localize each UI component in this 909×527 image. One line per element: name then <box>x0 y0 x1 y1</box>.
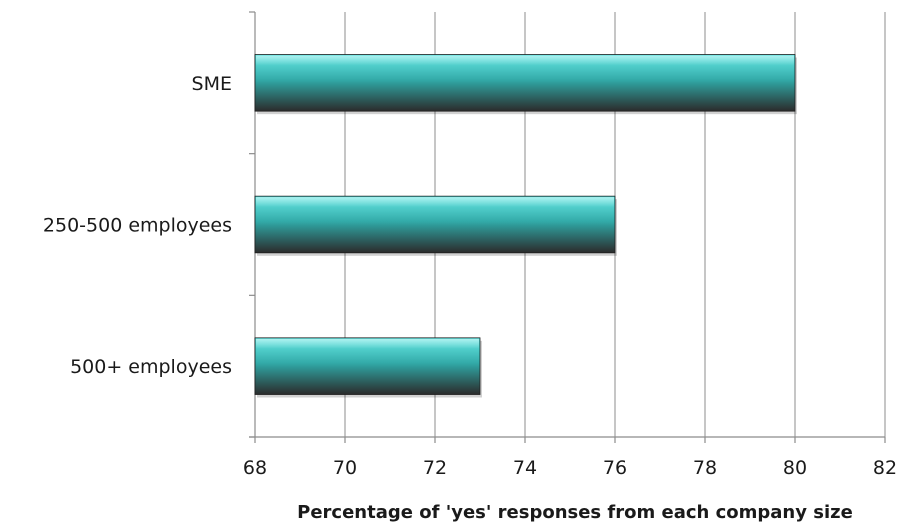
x-axis-title: Percentage of 'yes' responses from each … <box>297 502 853 523</box>
category-label: 250-500 employees <box>43 215 232 237</box>
category-label: 500+ employees <box>70 356 232 378</box>
x-tick-label: 70 <box>333 457 357 479</box>
x-tick-label: 82 <box>873 457 897 479</box>
x-tick-label: 74 <box>513 457 537 479</box>
x-tick-label: 72 <box>423 457 447 479</box>
bar-gloss <box>256 338 479 368</box>
bars <box>254 54 797 398</box>
x-tick-labels: 68 70 72 74 76 78 80 82 <box>243 457 897 479</box>
bar-gloss <box>256 55 794 84</box>
x-tick-label: 68 <box>243 457 267 479</box>
category-labels: SME 250-500 employees 500+ employees <box>43 73 232 378</box>
x-tick-label: 76 <box>603 457 627 479</box>
bar-gloss <box>256 197 614 226</box>
category-label: SME <box>192 73 232 95</box>
x-tick-label: 78 <box>693 457 717 479</box>
x-tick-label: 80 <box>783 457 807 479</box>
